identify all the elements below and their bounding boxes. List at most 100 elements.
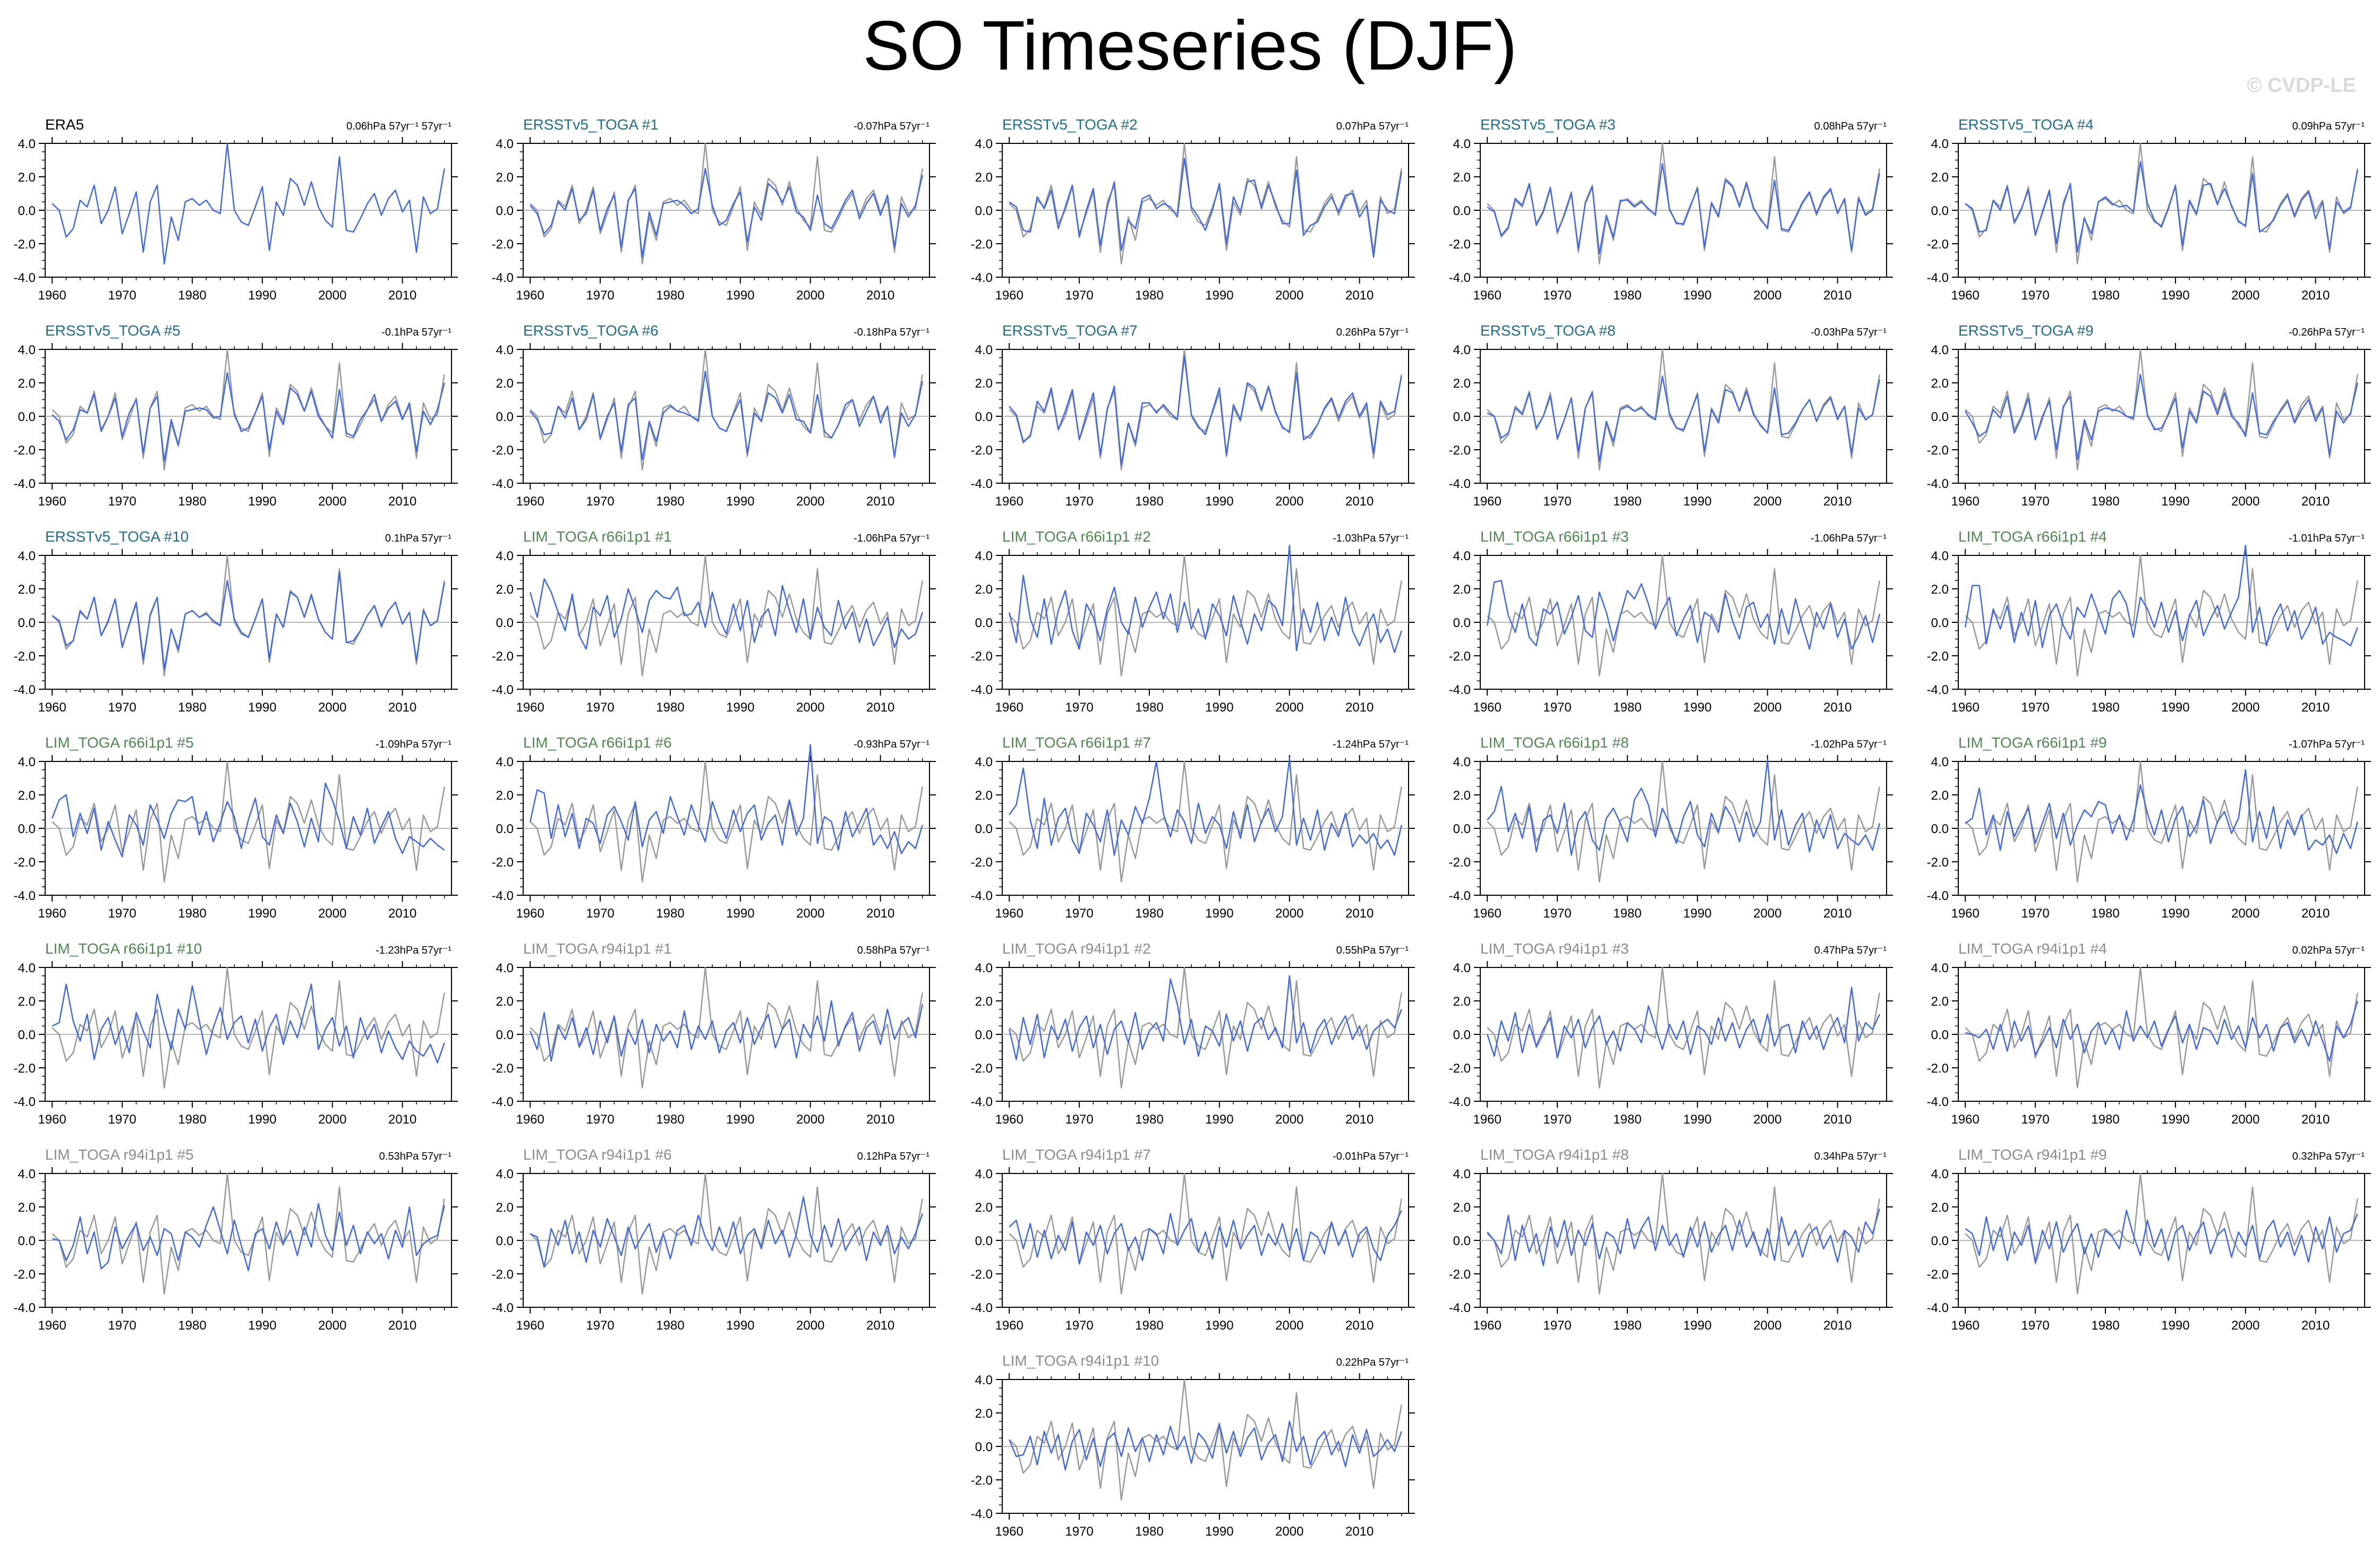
y-tick-label: 4.0 — [1453, 137, 1471, 151]
y-tick-label: 0.0 — [1931, 822, 1949, 836]
y-tick-label: 2.0 — [1931, 789, 1949, 803]
y-tick-label: -2.0 — [14, 649, 36, 664]
y-tick-label: -4.0 — [1449, 683, 1471, 697]
x-tick-label: 2010 — [2301, 906, 2330, 921]
series-line — [1965, 769, 2359, 854]
x-tick-label: 1980 — [1135, 906, 1163, 921]
series-line — [52, 983, 445, 1064]
x-tick-label: 1970 — [1065, 1524, 1093, 1539]
y-tick-label: 0.0 — [1453, 616, 1471, 630]
y-tick-label: 4.0 — [496, 961, 514, 975]
panel-label: ERSSTv5_TOGA #9 — [1958, 322, 2094, 339]
trend-label: -0.18hPa 57yr⁻¹ — [854, 327, 929, 338]
x-tick-label: 1970 — [108, 494, 136, 509]
x-tick-label: 1970 — [108, 700, 136, 715]
observation-line — [1487, 1172, 1881, 1295]
x-tick-label: 2000 — [318, 494, 346, 509]
observation-line — [1487, 554, 1881, 677]
series-line — [529, 744, 923, 854]
trend-label: 0.32hPa 57yr⁻¹ — [2292, 1151, 2365, 1162]
observation-line — [1965, 554, 2359, 677]
trend-label: -1.06hPa 57yr⁻¹ — [1811, 533, 1887, 544]
y-tick-label: 4.0 — [1931, 343, 1949, 357]
x-tick-label: 1990 — [2161, 700, 2189, 715]
x-tick-label: 1960 — [516, 1112, 544, 1127]
y-tick-label: 0.0 — [1453, 410, 1471, 424]
observation-line — [1965, 1172, 2359, 1295]
x-tick-label: 1960 — [38, 494, 66, 509]
x-tick-label: 1990 — [1205, 1112, 1233, 1127]
x-tick-label: 1980 — [1613, 1112, 1641, 1127]
trend-label: -1.03hPa 57yr⁻¹ — [1333, 533, 1409, 544]
panel-label: LIM_TOGA r94i1p1 #9 — [1958, 1146, 2107, 1163]
trend-label: 0.26hPa 57yr⁻¹ — [1336, 327, 1409, 338]
x-tick-label: 2000 — [1275, 288, 1303, 303]
y-tick-label: 4.0 — [496, 343, 514, 357]
series-line — [1009, 1210, 1402, 1265]
x-tick-label: 2010 — [2301, 494, 2330, 509]
x-tick-label: 2010 — [1345, 700, 1374, 715]
x-tick-label: 2000 — [1753, 1112, 1781, 1127]
x-tick-label: 1990 — [726, 288, 754, 303]
x-tick-label: 1980 — [1135, 1112, 1163, 1127]
panel-label: LIM_TOGA r66i1p1 #7 — [1002, 734, 1151, 751]
panel-label: ERSSTv5_TOGA #6 — [523, 322, 659, 339]
x-tick-label: 2000 — [2231, 1112, 2259, 1127]
trend-label: 0.12hPa 57yr⁻¹ — [857, 1151, 930, 1162]
y-tick-label: -2.0 — [14, 237, 36, 252]
panel-label: LIM_TOGA r94i1p1 #5 — [45, 1146, 194, 1163]
x-tick-label: 1990 — [726, 906, 754, 921]
panel-label: ERSSTv5_TOGA #1 — [523, 116, 659, 133]
x-tick-label: 1960 — [38, 288, 66, 303]
y-tick-label: -2.0 — [492, 649, 514, 664]
trend-label: -0.1hPa 57yr⁻¹ — [381, 327, 451, 338]
series-line — [1487, 162, 1881, 255]
y-tick-label: 2.0 — [496, 789, 514, 803]
x-tick-label: 2010 — [1345, 494, 1374, 509]
x-tick-label: 1960 — [516, 700, 544, 715]
trend-label: -1.23hPa 57yr⁻¹ — [376, 945, 451, 956]
x-tick-label: 2010 — [866, 1112, 894, 1127]
x-tick-label: 1970 — [1543, 494, 1571, 509]
x-tick-label: 2000 — [1753, 700, 1781, 715]
x-tick-label: 1970 — [1065, 1112, 1093, 1127]
x-tick-label: 1990 — [248, 1318, 276, 1333]
x-tick-label: 1960 — [995, 700, 1023, 715]
y-tick-label: 4.0 — [18, 549, 36, 563]
x-tick-label: 1970 — [2021, 288, 2049, 303]
panel-label: LIM_TOGA r94i1p1 #10 — [1002, 1352, 1159, 1369]
x-tick-label: 1960 — [1473, 1112, 1501, 1127]
x-tick-label: 2000 — [318, 288, 346, 303]
x-tick-label: 1960 — [1473, 494, 1501, 509]
x-tick-label: 1980 — [2091, 1318, 2119, 1333]
series-line — [530, 370, 924, 461]
observation-line — [530, 760, 924, 883]
y-tick-label: 0.0 — [496, 822, 514, 836]
trend-label: 0.06hPa 57yr⁻¹ 57yr⁻¹ — [346, 121, 451, 132]
x-tick-label: 1990 — [248, 1112, 276, 1127]
y-tick-label: 2.0 — [1931, 995, 1949, 1009]
x-tick-label: 1990 — [1683, 1318, 1711, 1333]
x-tick-label: 1960 — [1951, 700, 1979, 715]
x-tick-label: 1970 — [2021, 494, 2049, 509]
y-tick-label: -4.0 — [14, 271, 36, 285]
y-tick-label: 4.0 — [975, 137, 993, 151]
x-tick-label: 2010 — [2301, 1112, 2330, 1127]
x-tick-label: 1970 — [586, 700, 614, 715]
y-tick-label: 2.0 — [496, 376, 514, 391]
y-tick-label: 4.0 — [1453, 549, 1471, 563]
trend-label: -0.03hPa 57yr⁻¹ — [1811, 327, 1887, 338]
x-tick-label: 2000 — [1275, 1524, 1303, 1539]
y-tick-label: -2.0 — [1449, 1267, 1471, 1282]
x-tick-label: 1970 — [1065, 700, 1093, 715]
panel-label: ERSSTv5_TOGA #7 — [1002, 322, 1138, 339]
x-tick-label: 2010 — [1345, 906, 1374, 921]
